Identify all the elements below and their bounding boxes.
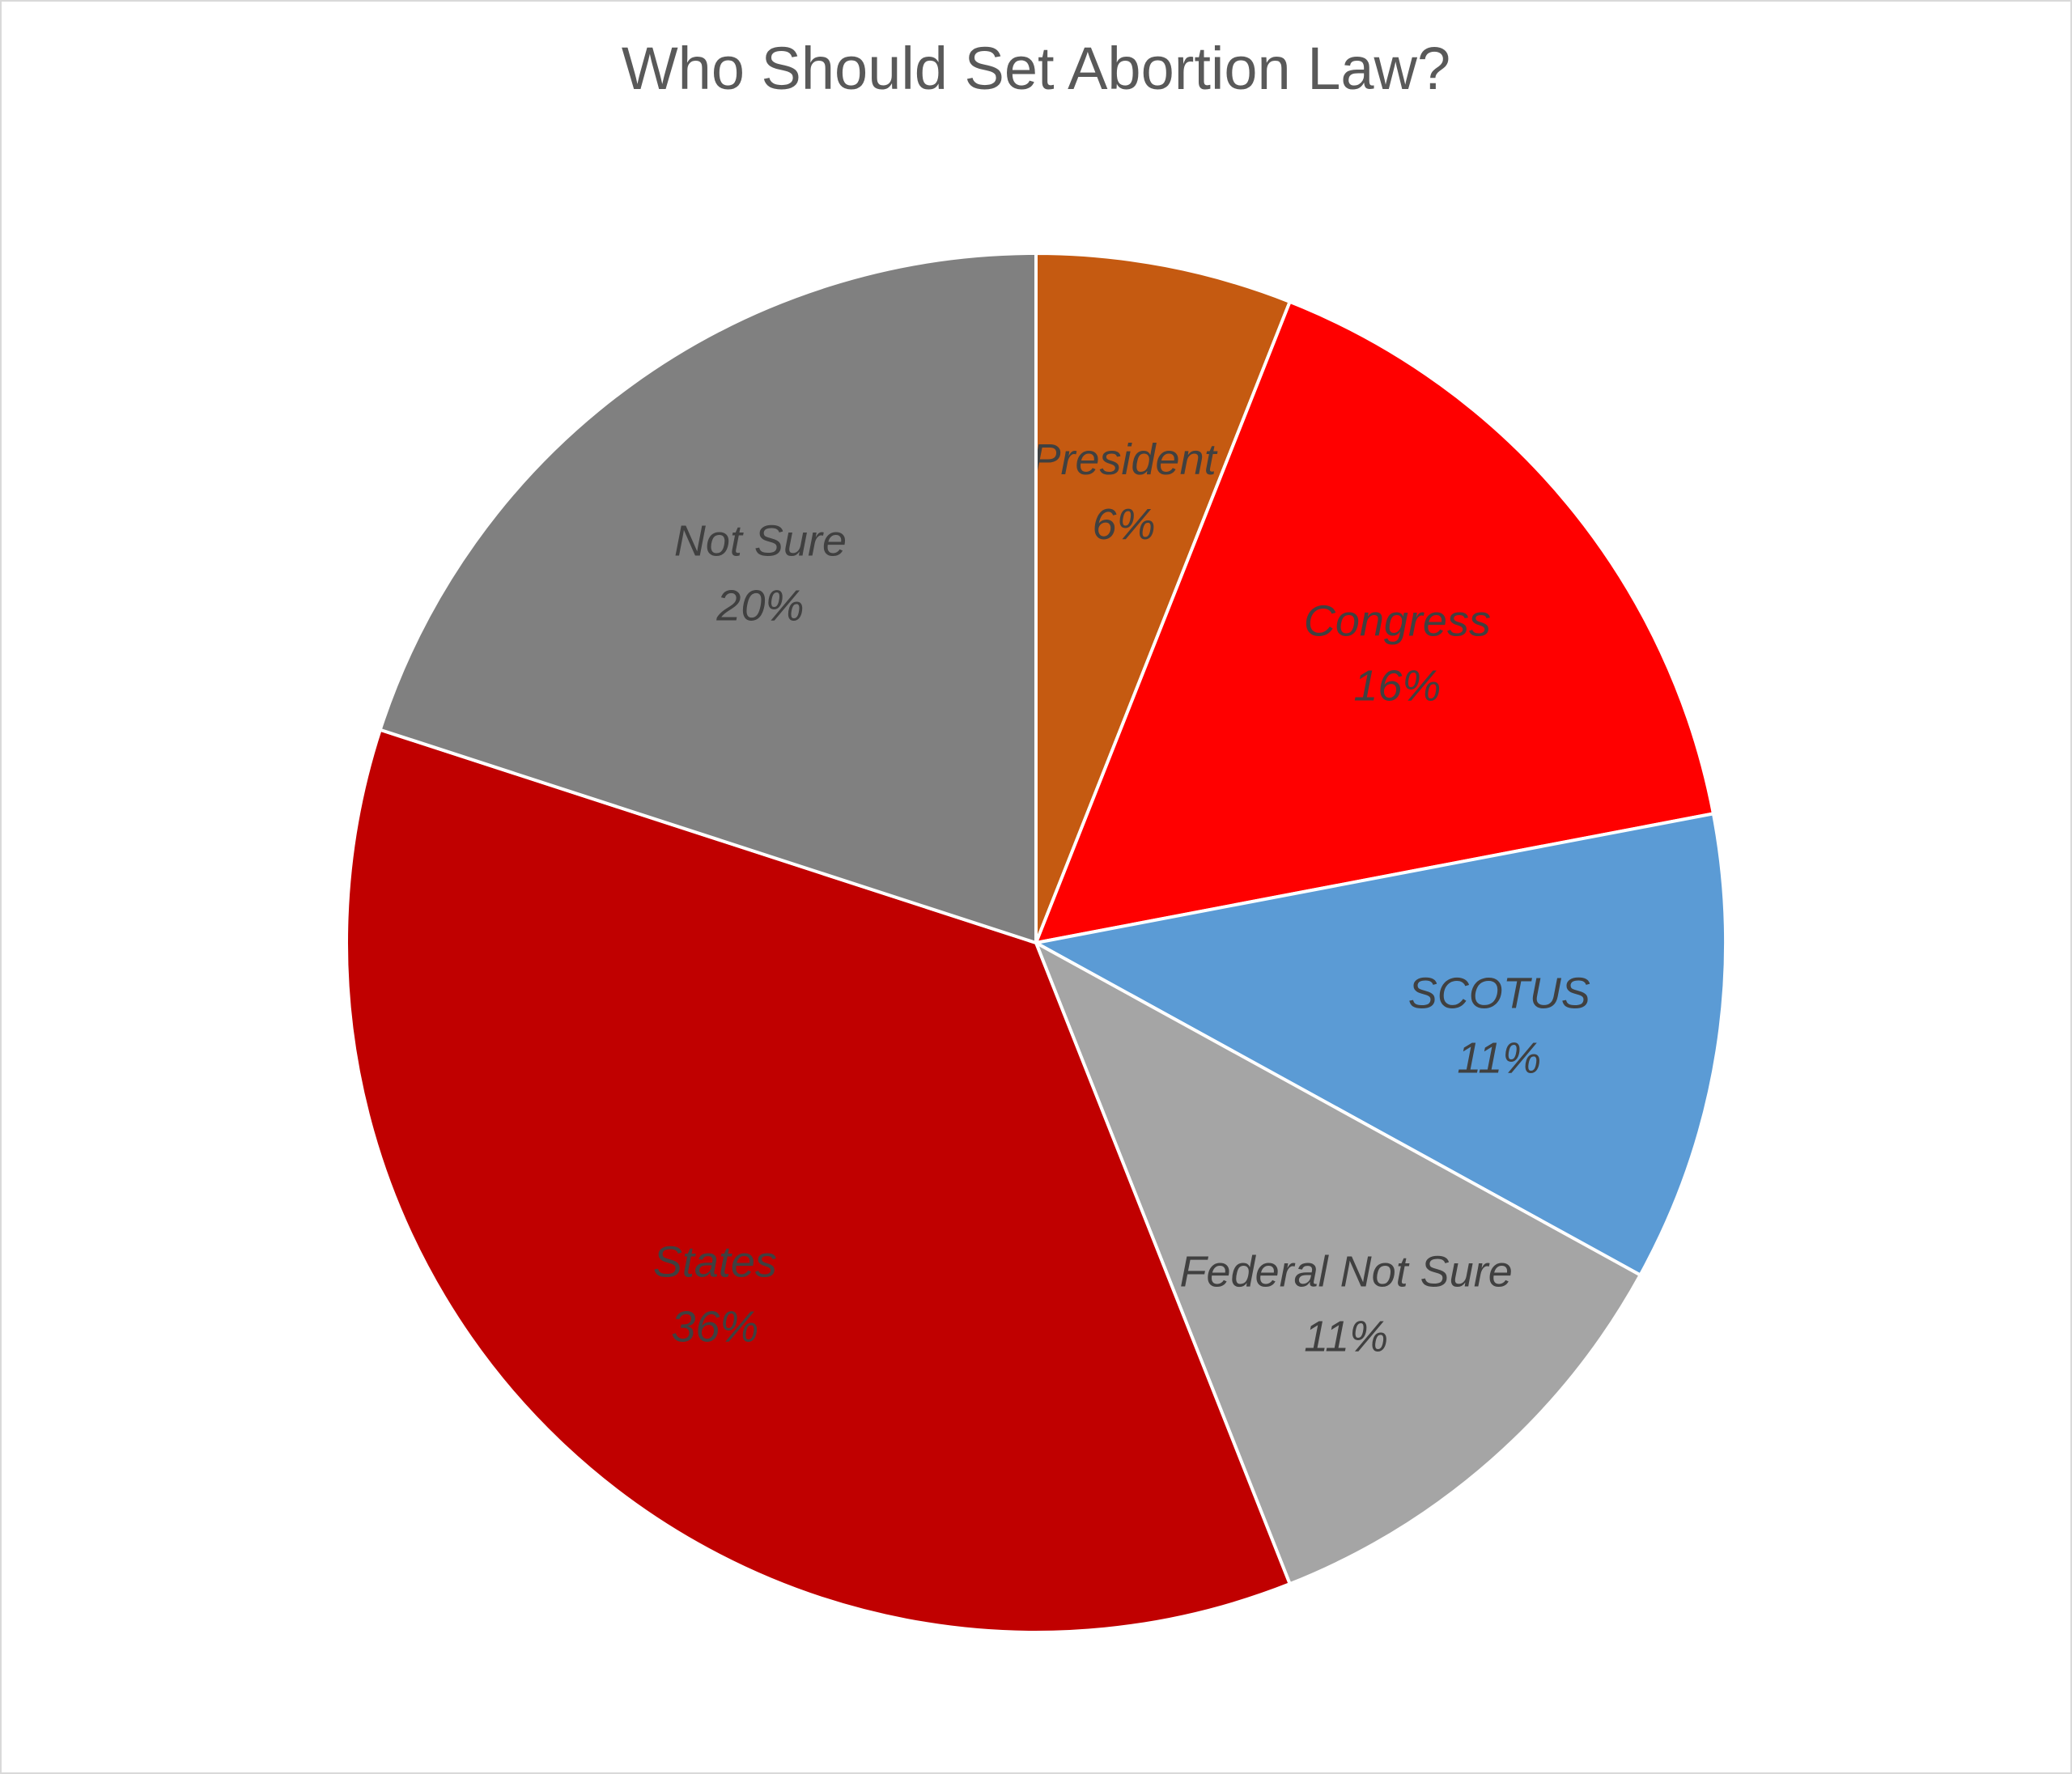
pie-slice-not-sure bbox=[378, 252, 1038, 944]
slice-label-congress: Congress bbox=[1304, 597, 1491, 646]
pie-slice-scotus bbox=[1034, 812, 1727, 1277]
slice-value-president: 6% bbox=[1093, 500, 1156, 549]
pie-slice-federal-not-sure bbox=[1034, 941, 1642, 1586]
slice-label-not-sure: Not Sure bbox=[674, 516, 847, 565]
pie-slice-president bbox=[1034, 252, 1292, 944]
slice-value-not-sure: 20% bbox=[715, 581, 804, 630]
slice-value-states: 36% bbox=[671, 1302, 758, 1351]
pie-slice-congress bbox=[1034, 299, 1715, 944]
slice-label-president: President bbox=[1031, 435, 1217, 484]
slice-label-scotus: SCOTUS bbox=[1408, 970, 1590, 1018]
slice-value-congress: 16% bbox=[1353, 662, 1441, 711]
slice-value-federal-not-sure: 11% bbox=[1304, 1313, 1388, 1361]
chart-title: Who Should Set Abortion Law? bbox=[621, 35, 1451, 102]
slice-label-federal-not-sure: Federal Not Sure bbox=[1180, 1248, 1513, 1297]
pie-slice-states bbox=[345, 728, 1292, 1634]
slice-value-scotus: 11% bbox=[1457, 1034, 1541, 1083]
slice-label-states: States bbox=[653, 1237, 777, 1286]
